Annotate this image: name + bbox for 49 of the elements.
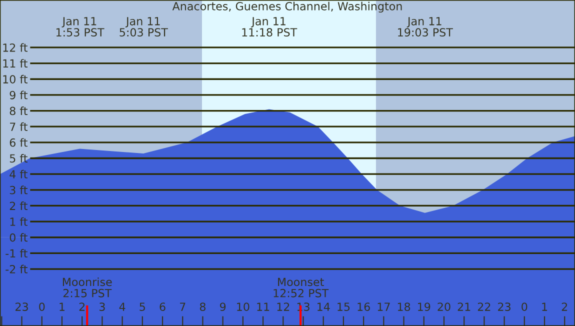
y-tick-label: 1 ft [10, 217, 28, 226]
y-tick-label: -2 ft [6, 264, 28, 274]
annotation: Jan 11 19:03 PST [398, 17, 453, 37]
x-tick-label: 0 [39, 302, 45, 311]
x-tick-label: 21 [458, 302, 470, 311]
x-tick-label: 3 [100, 302, 105, 311]
x-tick-label: 7 [180, 302, 186, 311]
x-tick-label: 14 [318, 302, 330, 311]
y-tick-label: 3 ft [10, 186, 28, 194]
y-tick-label: 0 ft [10, 233, 28, 242]
x-tick-label: 15 [338, 302, 350, 311]
annotation: Jan 11 5:03 PST [120, 17, 168, 37]
ref-line-label: Moonset 12:52 PST [274, 278, 329, 298]
x-tick-label: 2 [562, 302, 568, 311]
x-tick-label: 19 [418, 302, 430, 311]
y-tick-label: 12 ft [3, 43, 28, 52]
annotation: Jan 11 11:18 PST [242, 17, 298, 37]
x-tick-label: 1 [542, 302, 548, 311]
x-tick-label: 9 [220, 302, 226, 311]
y-tick-label: 10 ft [3, 74, 28, 84]
x-tick-label: 0 [522, 302, 528, 311]
chart-title: Anacortes, Guemes Channel, Washington [172, 2, 402, 13]
x-tick-label: 11 [257, 302, 270, 311]
x-tick-label: 8 [200, 302, 206, 311]
ref-line-label: Moonrise 2:15 PST [62, 278, 112, 298]
x-tick-label: 5 [140, 302, 145, 311]
x-tick-label: 17 [378, 302, 390, 311]
x-tick-label: 18 [398, 302, 410, 311]
y-tick-label: -1 ft [6, 248, 28, 258]
y-tick-label: 9 ft [10, 90, 28, 100]
x-tick-label: 4 [119, 302, 126, 311]
x-tick-label: 20 [438, 302, 450, 311]
y-tick-label: 8 ft [10, 106, 28, 116]
y-tick-label: 11 ft [3, 59, 28, 68]
x-tick-label: 22 [478, 302, 490, 311]
x-tick-label: 6 [160, 302, 166, 311]
x-tick-label: 10 [237, 302, 250, 311]
y-tick-label: 6 ft [10, 138, 28, 147]
y-tick-label: 4 ft [10, 170, 28, 178]
x-tick-label: 1 [60, 302, 64, 311]
x-tick-label: 23 [16, 302, 28, 311]
x-tick-label: 2 [79, 302, 85, 311]
x-tick-label: 23 [498, 302, 510, 311]
x-tick-label: 16 [358, 302, 370, 311]
y-tick-label: 2 ft [10, 202, 28, 210]
y-tick-label: 5 ft [10, 154, 28, 163]
y-tick-label: 7 ft [10, 122, 28, 131]
annotation: Jan 11 1:53 PST [56, 17, 104, 37]
x-tick-label: 12 [277, 302, 290, 311]
